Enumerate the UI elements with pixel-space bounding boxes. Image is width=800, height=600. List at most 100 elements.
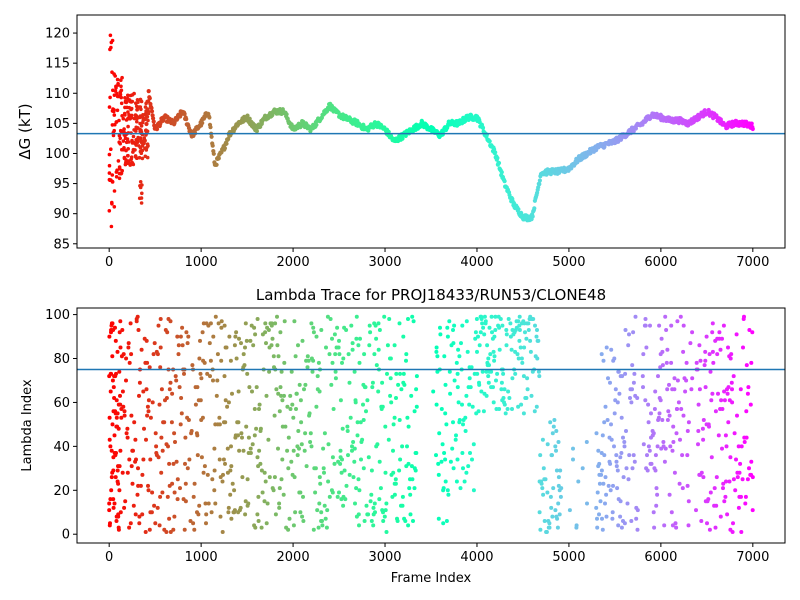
lambda-point <box>694 360 699 365</box>
lambda-point <box>164 396 169 400</box>
delta-g-point <box>749 121 754 126</box>
lambda-point <box>361 402 365 407</box>
delta-g-point <box>214 162 219 167</box>
lambda-point <box>733 488 738 493</box>
lambda-point <box>506 389 511 394</box>
lambda-point <box>714 475 719 480</box>
lambda-point <box>338 398 343 403</box>
lambda-point <box>237 448 242 453</box>
lambda-point <box>335 325 340 330</box>
lambda-point <box>107 415 112 420</box>
lambda-point <box>726 420 731 425</box>
lambda-point <box>516 356 521 361</box>
lambda-point <box>413 468 418 473</box>
lambda-point <box>129 352 134 357</box>
lambda-point <box>207 341 212 346</box>
lambda-point <box>127 360 132 365</box>
lambda-point <box>635 508 640 513</box>
lambda-point <box>745 391 750 396</box>
lambda-point <box>330 360 335 365</box>
lambda-point <box>538 527 543 532</box>
lambda-point <box>463 415 468 420</box>
lambda-point <box>617 391 622 396</box>
lambda-point <box>735 475 740 480</box>
lambda-point <box>454 479 459 484</box>
lambda-point <box>234 330 239 335</box>
lambda-point <box>454 433 458 438</box>
lambda-point <box>206 501 211 506</box>
lambda-point <box>363 385 368 390</box>
lambda-point <box>710 330 715 335</box>
lambda-point <box>169 420 174 425</box>
lambda-point <box>252 407 257 411</box>
lambda-point <box>211 334 216 339</box>
lambda-point <box>321 466 326 471</box>
lambda-point <box>649 411 653 416</box>
lambda-point <box>129 464 134 469</box>
delta-g-point <box>126 93 130 98</box>
lambda-point <box>361 418 366 422</box>
lambda-point <box>311 358 316 363</box>
lambda-point <box>257 402 262 407</box>
lambda-point <box>622 521 627 526</box>
lambda-point <box>710 321 715 326</box>
lambda-point <box>107 334 112 339</box>
delta-g-point <box>127 98 131 102</box>
lambda-point <box>109 448 114 453</box>
lambda-point <box>299 420 304 425</box>
delta-g-point <box>683 119 688 124</box>
lambda-point <box>183 435 188 440</box>
delta-g-point <box>112 113 117 117</box>
lambda-point <box>116 426 121 431</box>
lambda-point <box>502 402 507 407</box>
lambda-point <box>504 328 509 332</box>
lambda-point <box>257 448 262 453</box>
lambda-point <box>170 481 175 486</box>
lambda-point <box>468 385 473 390</box>
lambda-point <box>159 435 164 440</box>
delta-g-point <box>135 116 139 121</box>
lambda-point <box>694 508 698 513</box>
lambda-point <box>628 396 632 400</box>
lambda-point <box>279 393 284 398</box>
lambda-point <box>408 492 413 497</box>
delta-g-point <box>149 105 154 111</box>
delta-g-y-ticks: 85 90 95 100 105 110 115 120 <box>45 27 77 252</box>
delta-g-point <box>121 139 126 143</box>
lambda-point <box>208 358 213 363</box>
lambda-point <box>614 464 619 469</box>
lambda-point <box>137 521 142 526</box>
lambda-point <box>219 358 224 363</box>
lambda-point <box>318 481 323 486</box>
lambda-point <box>201 321 206 326</box>
lambda-point <box>297 446 301 451</box>
lambda-point <box>697 343 702 348</box>
lambda-point <box>596 448 601 453</box>
delta-g-point <box>113 89 118 93</box>
delta-g-point <box>536 185 541 190</box>
lambda-point <box>192 527 197 532</box>
lambda-point <box>448 391 453 396</box>
lambda-point <box>276 354 281 359</box>
lambda-point <box>118 510 123 515</box>
lambda-point <box>731 477 736 482</box>
lambda-point <box>711 360 716 365</box>
lambda-point <box>110 378 115 383</box>
lambda-point <box>243 345 247 350</box>
lambda-point <box>168 380 173 385</box>
lambda-point <box>489 314 494 319</box>
lambda-point <box>436 516 441 521</box>
delta-g-point <box>750 126 755 132</box>
lambda-point <box>681 349 686 354</box>
lambda-point <box>400 444 405 449</box>
lambda-point <box>498 317 503 321</box>
lambda-point <box>630 387 634 392</box>
lambda-point <box>392 343 397 348</box>
lambda-point <box>242 363 247 368</box>
lambda-point <box>183 481 188 486</box>
lambda-point <box>743 501 748 506</box>
lambda-point <box>344 328 349 332</box>
lambda-point <box>245 371 250 376</box>
lambda-point <box>195 385 200 390</box>
lambda-point <box>643 323 648 328</box>
